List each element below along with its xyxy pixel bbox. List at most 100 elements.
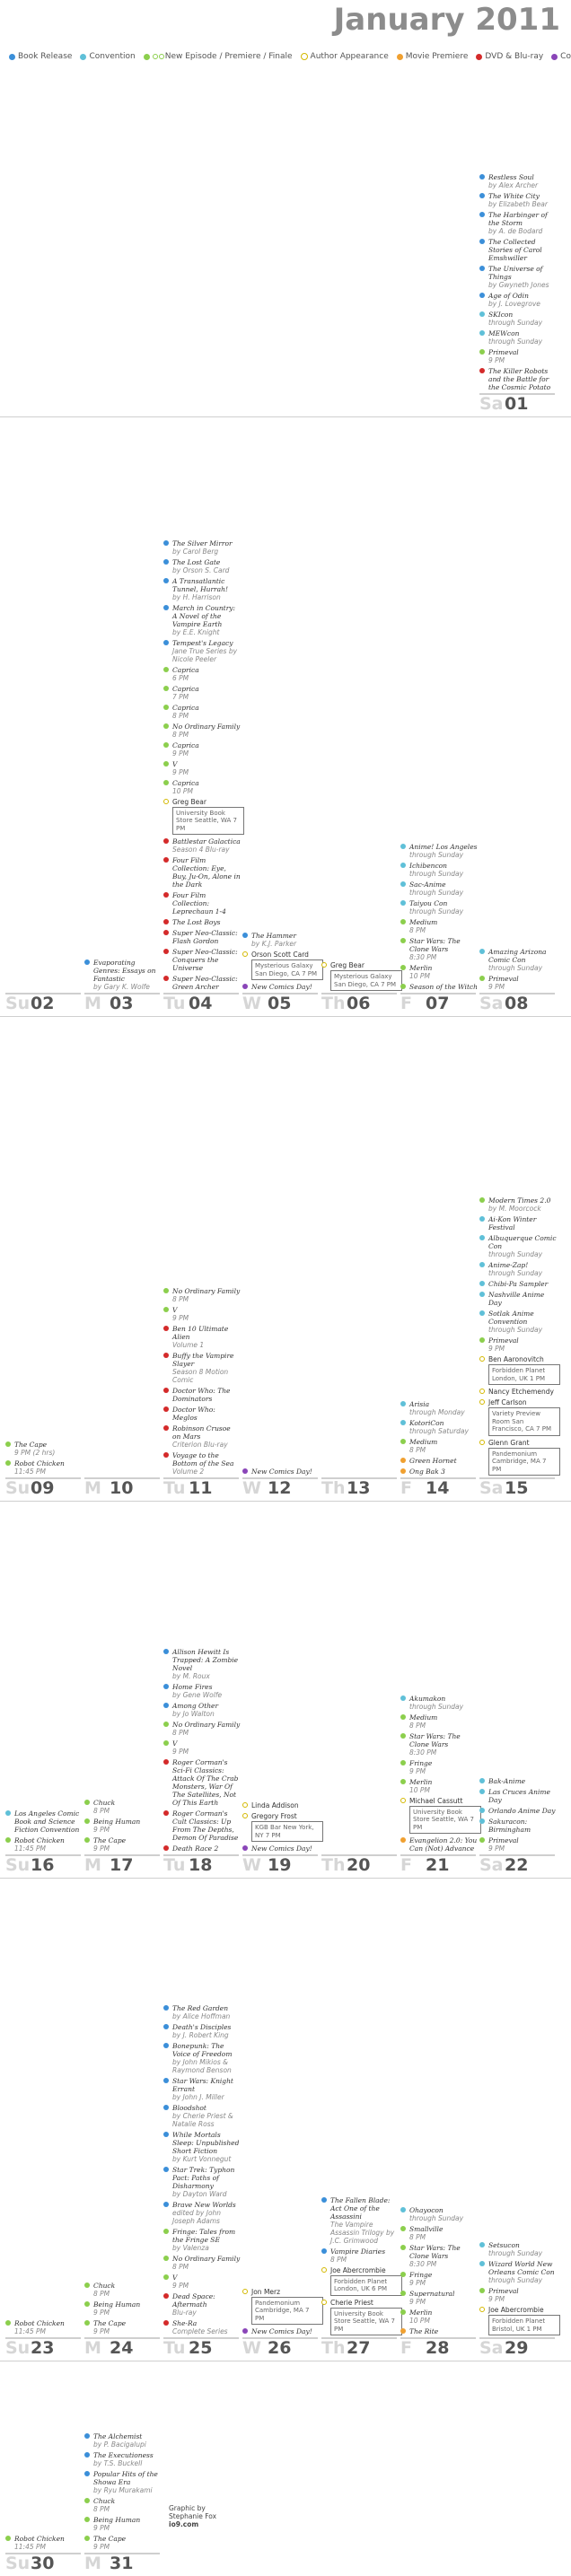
event-item[interactable]: Merlin 10 PM <box>400 964 478 980</box>
event-item[interactable]: Albuquerque Comic Con through Sunday <box>479 1234 557 1258</box>
event-item[interactable]: Primeval 9 PM <box>479 975 557 991</box>
event-item[interactable]: Robot Chicken 11:45 PM <box>5 1836 83 1853</box>
event-item[interactable]: Primeval 9 PM <box>479 348 557 364</box>
event-item[interactable]: No Ordinary Family 8 PM <box>163 723 241 739</box>
event-item[interactable]: Super Neo-Classic: Conquers the Universe <box>163 948 241 972</box>
event-item[interactable]: Caprica 8 PM <box>163 704 241 720</box>
event-item[interactable]: Nancy Etchemendy <box>479 1388 557 1396</box>
event-item[interactable]: The Red Garden by Alice Hoffman <box>163 2004 241 2020</box>
event-item[interactable]: Greg Bear Mysterious Galaxy San Diego, CA… <box>321 961 402 991</box>
event-item[interactable]: Primeval 9 PM <box>479 1836 557 1853</box>
event-item[interactable]: Los Angeles Comic Book and Science Ficti… <box>5 1809 83 1834</box>
event-item[interactable]: The Cape 9 PM <box>84 2319 162 2335</box>
event-item[interactable]: Ohayocon through Sunday <box>400 2206 478 2222</box>
event-item[interactable]: New Comics Day! <box>242 983 320 991</box>
event-item[interactable]: The Universe of Things by Gwyneth Jones <box>479 265 557 289</box>
event-item[interactable]: Orson Scott Card Mysterious Galaxy San Di… <box>242 951 323 980</box>
event-item[interactable]: Primeval 9 PM <box>479 2287 557 2303</box>
event-item[interactable]: SKIcon through Sunday <box>479 311 557 327</box>
event-item[interactable]: Glenn Grant Pandemonium Cambridge, MA 7 P… <box>479 1439 560 1476</box>
event-item[interactable]: Star Wars: The Clone Wars 8:30 PM <box>400 1732 478 1757</box>
event-item[interactable]: Caprica 7 PM <box>163 685 241 701</box>
event-item[interactable]: No Ordinary Family 8 PM <box>163 1721 241 1737</box>
event-item[interactable]: Akumakon through Sunday <box>400 1695 478 1711</box>
event-item[interactable]: The Lost Boys <box>163 918 241 926</box>
event-item[interactable]: Home Fires by Gene Wolfe <box>163 1683 241 1699</box>
event-item[interactable]: Evangelion 2.0: You Can (Not) Advance <box>400 1836 478 1853</box>
event-item[interactable]: The Fallen Blade: Act One of the Assassi… <box>321 2196 399 2245</box>
event-item[interactable]: Anime-Zap! through Sunday <box>479 1261 557 1277</box>
event-item[interactable]: The Killer Robots and the Battle for the… <box>479 367 557 391</box>
event-item[interactable]: Battlestar Galactica Season 4 Blu-ray <box>163 837 241 854</box>
event-item[interactable]: Robot Chicken 11:45 PM <box>5 2319 83 2335</box>
event-item[interactable]: Star Wars: The Clone Wars 8:30 PM <box>400 937 478 961</box>
event-item[interactable]: Restless Soul by Alex Archer <box>479 173 557 189</box>
event-item[interactable]: Super Neo-Classic: Flash Gordon <box>163 929 241 945</box>
event-item[interactable]: The Cape 9 PM <box>84 1836 162 1853</box>
event-item[interactable]: The Cape 9 PM <box>84 2535 162 2551</box>
event-item[interactable]: Allison Hewitt Is Trapped: A Zombie Nove… <box>163 1648 241 1680</box>
event-item[interactable]: Tempest's Legacy Jane True Series by Nico… <box>163 639 241 663</box>
event-item[interactable]: Death's Disciples by J. Robert King <box>163 2023 241 2039</box>
event-item[interactable]: Fringe 9 PM <box>400 1759 478 1775</box>
event-item[interactable]: Nashville Anime Day <box>479 1291 557 1307</box>
event-item[interactable]: Cherie Priest University Book Store Seatt… <box>321 2299 402 2335</box>
event-item[interactable]: Linda Addison <box>242 1801 320 1809</box>
event-item[interactable]: Las Cruces Anime Day <box>479 1788 557 1804</box>
event-item[interactable]: The Executioness by T.S. Buckell <box>84 2451 162 2467</box>
event-item[interactable]: New Comics Day! <box>242 1844 320 1853</box>
event-item[interactable]: Anime! Los Angeles through Sunday <box>400 843 478 859</box>
event-item[interactable]: Star Wars: The Clone Wars 8:30 PM <box>400 2244 478 2268</box>
event-item[interactable]: The Cape 9 PM (2 hrs) <box>5 1441 83 1457</box>
event-item[interactable]: KotoriCon through Saturday <box>400 1419 478 1435</box>
event-item[interactable]: Chuck 8 PM <box>84 2497 162 2513</box>
event-item[interactable]: Popular Hits of the Showa Era by Ryu Mura… <box>84 2470 162 2494</box>
event-item[interactable]: Smallville 8 PM <box>400 2225 478 2241</box>
event-item[interactable]: Roger Corman's Cult Classics: Up From Th… <box>163 1809 241 1842</box>
event-item[interactable]: Gregory Frost KGB Bar New York, NY 7 PM <box>242 1812 323 1842</box>
event-item[interactable]: Buffy the Vampire Slayer Season 8 Motion … <box>163 1352 241 1384</box>
event-item[interactable]: Medium 8 PM <box>400 1713 478 1730</box>
event-item[interactable]: Arisia through Monday <box>400 1400 478 1416</box>
event-item[interactable]: No Ordinary Family 8 PM <box>163 1287 241 1303</box>
event-item[interactable]: Four Film Collection: Leprechaun 1-4 <box>163 891 241 916</box>
event-item[interactable]: Merlin 10 PM <box>400 2309 478 2325</box>
event-item[interactable]: New Comics Day! <box>242 1468 320 1476</box>
event-item[interactable]: Ong Bak 3 <box>400 1468 478 1476</box>
event-item[interactable]: Roger Corman's Sci-Fi Classics: Attack O… <box>163 1758 241 1807</box>
event-item[interactable]: Being Human 9 PM <box>84 1818 162 1834</box>
event-item[interactable]: Dead Space: Aftermath Blu-ray <box>163 2292 241 2317</box>
event-item[interactable]: Robinson Crusoe on Mars Criterion Blu-ray <box>163 1424 241 1449</box>
event-item[interactable]: Robot Chicken 11:45 PM <box>5 1459 83 1476</box>
event-item[interactable]: Primeval 9 PM <box>479 1336 557 1353</box>
event-item[interactable]: Super Neo-Classic: Green Archer <box>163 975 241 991</box>
event-item[interactable]: Amazing Arizona Comic Con through Sunday <box>479 948 557 972</box>
event-item[interactable]: Sotlak Anime Convention through Sunday <box>479 1310 557 1334</box>
event-item[interactable]: While Mortals Sleep: Unpublished Short F… <box>163 2131 241 2163</box>
event-item[interactable]: The Hammer by K.J. Parker <box>242 932 320 948</box>
event-item[interactable]: Voyage to the Bottom of the Sea Volume 2 <box>163 1451 241 1476</box>
event-item[interactable]: Sakuracon: Birmingham <box>479 1818 557 1834</box>
event-item[interactable]: Vampire Diaries 8 PM <box>321 2247 399 2264</box>
event-item[interactable]: Medium 8 PM <box>400 918 478 934</box>
event-item[interactable]: Caprica 6 PM <box>163 666 241 682</box>
event-item[interactable]: Chibi-Pa Sampler <box>479 1280 557 1288</box>
event-item[interactable]: The Alchemist by P. Bacigalupi <box>84 2432 162 2449</box>
event-item[interactable]: Greg Bear University Book Store Seattle, … <box>163 798 244 835</box>
event-item[interactable]: Michael Cassutt University Book Store Sea… <box>400 1797 481 1834</box>
event-item[interactable]: Modern Times 2.0 by M. Moorcock <box>479 1196 557 1213</box>
event-item[interactable]: Four Film Collection: Eye, Buy, Ju-On, A… <box>163 856 241 889</box>
event-item[interactable]: Among Other by Jo Walton <box>163 1702 241 1718</box>
event-item[interactable]: Robot Chicken 11:45 PM <box>5 2535 83 2551</box>
event-item[interactable]: The White City by Elizabeth Bear <box>479 192 557 208</box>
event-item[interactable]: Ichibencon through Sunday <box>400 862 478 878</box>
event-item[interactable]: Taiyou Con through Sunday <box>400 899 478 916</box>
event-item[interactable]: Being Human 9 PM <box>84 2300 162 2317</box>
event-item[interactable]: Star Trek: Typhon Pact: Paths of Disharm… <box>163 2166 241 2198</box>
event-item[interactable]: Season of the Witch <box>400 983 478 991</box>
event-item[interactable]: Chuck 8 PM <box>84 1799 162 1815</box>
event-item[interactable]: Being Human 9 PM <box>84 2516 162 2532</box>
